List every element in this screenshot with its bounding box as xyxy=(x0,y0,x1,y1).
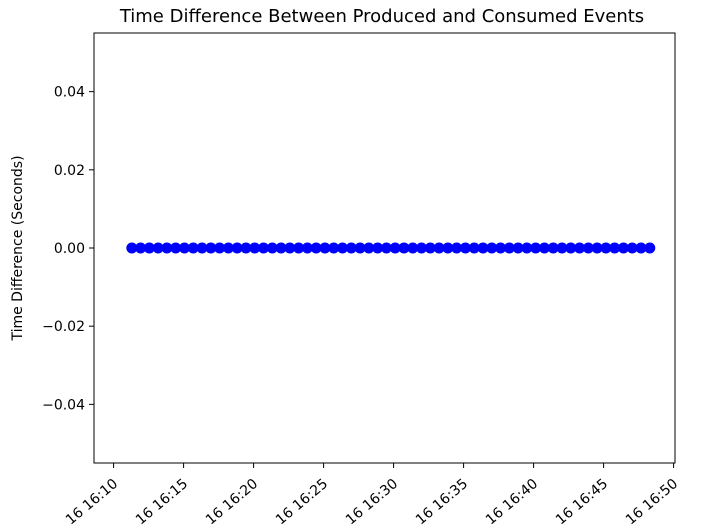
data-point xyxy=(547,242,559,254)
data-point xyxy=(284,242,296,254)
data-point xyxy=(310,242,322,254)
data-series xyxy=(126,242,656,254)
data-point xyxy=(205,242,217,254)
data-point xyxy=(345,242,357,254)
data-point xyxy=(178,242,190,254)
data-point xyxy=(416,242,428,254)
data-point xyxy=(486,242,498,254)
data-point xyxy=(135,242,147,254)
data-point xyxy=(503,242,515,254)
data-point xyxy=(240,242,252,254)
data-point xyxy=(468,242,480,254)
data-point xyxy=(319,242,331,254)
x-tick-label: 16 16:30 xyxy=(343,476,401,527)
data-point xyxy=(266,242,278,254)
data-point xyxy=(495,242,507,254)
data-point xyxy=(600,242,612,254)
data-point xyxy=(275,242,287,254)
data-point xyxy=(442,242,454,254)
y-axis-ticks: 0.04 0.02 0.00 −0.02 −0.04 xyxy=(42,85,94,413)
data-point xyxy=(187,242,199,254)
data-point xyxy=(626,242,638,254)
data-point xyxy=(231,242,243,254)
data-point xyxy=(354,242,366,254)
data-point xyxy=(477,242,489,254)
data-point xyxy=(161,242,173,254)
data-point xyxy=(337,242,349,254)
data-point xyxy=(644,242,656,254)
data-point xyxy=(372,242,384,254)
data-point xyxy=(582,242,594,254)
data-point xyxy=(565,242,577,254)
data-point xyxy=(451,242,463,254)
data-point xyxy=(556,242,568,254)
y-axis-label: Time Difference (Seconds) xyxy=(10,155,26,341)
data-point xyxy=(249,242,261,254)
data-point xyxy=(530,242,542,254)
data-point xyxy=(389,242,401,254)
data-point xyxy=(538,242,550,254)
data-point xyxy=(196,242,208,254)
data-point xyxy=(591,242,603,254)
data-point xyxy=(635,242,647,254)
data-point xyxy=(170,242,182,254)
y-tick-label: −0.02 xyxy=(42,319,85,335)
data-point xyxy=(407,242,419,254)
data-point xyxy=(222,242,234,254)
data-point xyxy=(380,242,392,254)
data-point xyxy=(126,242,138,254)
data-point xyxy=(214,242,226,254)
y-tick-label: 0.02 xyxy=(54,163,85,179)
x-tick-label: 16 16:25 xyxy=(273,476,331,527)
x-tick-label: 16 16:40 xyxy=(483,476,541,527)
data-point xyxy=(152,242,164,254)
chart-title: Time Difference Between Produced and Con… xyxy=(119,6,644,27)
y-tick-label: 0.00 xyxy=(54,241,85,257)
data-point xyxy=(293,242,305,254)
x-tick-label: 16 16:35 xyxy=(413,476,471,527)
x-axis-ticks: 16 16:10 16 16:15 16 16:20 16 16:25 16 16:30… xyxy=(63,463,681,527)
y-tick-label: 0.04 xyxy=(54,85,85,101)
data-point xyxy=(301,242,313,254)
data-point xyxy=(459,242,471,254)
data-point xyxy=(617,242,629,254)
data-point xyxy=(398,242,410,254)
x-tick-label: 16 16:20 xyxy=(203,476,261,527)
data-point xyxy=(574,242,586,254)
data-point xyxy=(143,242,155,254)
x-tick-label: 16 16:15 xyxy=(133,476,191,527)
x-tick-label: 16 16:10 xyxy=(63,476,121,527)
x-tick-label: 16 16:45 xyxy=(553,476,611,527)
data-point xyxy=(609,242,621,254)
data-point xyxy=(363,242,375,254)
data-point xyxy=(521,242,533,254)
data-point xyxy=(512,242,524,254)
y-tick-label: −0.04 xyxy=(42,397,85,413)
x-tick-label: 16 16:50 xyxy=(623,476,681,527)
data-point xyxy=(257,242,269,254)
data-point xyxy=(433,242,445,254)
data-point xyxy=(328,242,340,254)
data-point xyxy=(424,242,436,254)
